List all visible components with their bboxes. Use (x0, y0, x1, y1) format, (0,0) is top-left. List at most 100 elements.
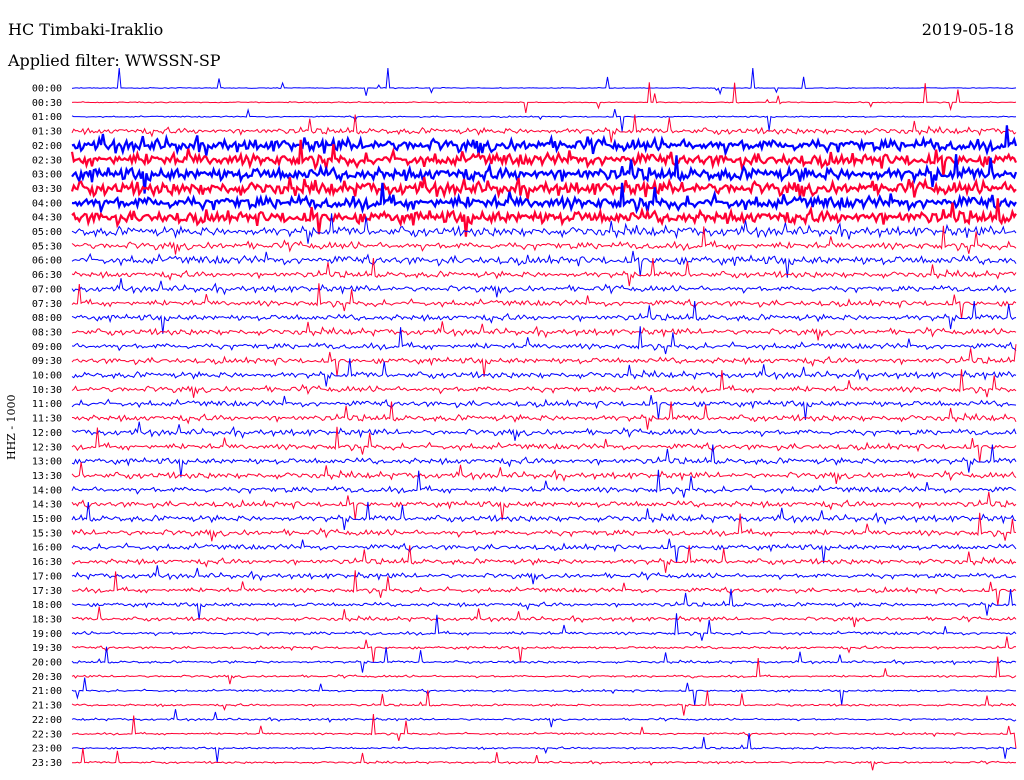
trace-row-1930 (71, 636, 1017, 663)
trace-row-0700 (71, 278, 1017, 298)
hour-tick-label: 14:00 (32, 485, 62, 496)
hour-tick-label: 01:00 (32, 112, 62, 123)
hour-tick-label: 12:00 (32, 428, 62, 439)
trace-row-2030 (71, 656, 1017, 685)
hour-tick-label: 09:30 (32, 356, 62, 367)
trace-row-2200 (71, 709, 1017, 728)
trace-row-1730 (71, 570, 1017, 606)
hour-tick-label: 08:30 (32, 327, 62, 338)
trace-row-2330 (71, 747, 1017, 771)
trace-row-1830 (71, 606, 1017, 628)
trace-row-1100 (71, 395, 1017, 420)
hour-tick-label: 02:00 (32, 141, 62, 152)
hour-tick-label: 17:30 (32, 586, 62, 597)
trace-row-1400 (71, 469, 1017, 498)
trace-row-0630 (71, 257, 1017, 287)
trace-row-2230 (71, 714, 1017, 749)
hour-tick-label: 10:00 (32, 371, 62, 382)
trace-row-0200 (71, 125, 1018, 158)
hour-tick-label: 23:00 (32, 744, 62, 755)
trace-row-0100 (71, 108, 1017, 132)
trace-row-1900 (71, 613, 1017, 641)
trace-row-1230 (71, 426, 1017, 463)
trace-row-1330 (71, 462, 1017, 484)
trace-row-0000 (71, 67, 1017, 96)
hour-tick-label: 11:00 (32, 399, 62, 410)
hour-tick-label: 15:30 (32, 528, 62, 539)
trace-row-0300 (71, 154, 1018, 194)
trace-row-1430 (71, 491, 1017, 521)
trace-row-2000 (71, 646, 1017, 673)
trace-row-2300 (71, 732, 1016, 763)
trace-row-0030 (71, 82, 1017, 113)
hour-tick-label: 23:30 (32, 758, 62, 769)
trace-row-0530 (71, 225, 1017, 255)
filter-label: Applied filter: WWSSN-SP (8, 51, 221, 70)
hour-tick-label: 19:30 (32, 643, 62, 654)
hour-tick-label: 16:30 (32, 557, 62, 568)
trace-row-0800 (71, 300, 1017, 334)
hour-tick-label: 10:30 (32, 385, 62, 396)
trace-row-1530 (71, 512, 1017, 542)
trace-row-0500 (71, 213, 1017, 244)
hour-tick-label: 03:00 (32, 170, 62, 181)
hour-tick-label: 16:00 (32, 543, 62, 554)
hour-tick-label: 02:30 (32, 155, 62, 166)
hour-tick-label: 07:30 (32, 299, 62, 310)
hour-tick-label: 20:30 (32, 672, 62, 683)
hour-tick-label: 06:30 (32, 270, 62, 281)
trace-row-0430 (71, 198, 1017, 237)
trace-row-1000 (71, 358, 1017, 387)
hour-tick-label: 03:30 (32, 184, 62, 195)
hour-tick-label: 11:30 (32, 414, 62, 425)
hour-tick-label: 22:30 (32, 729, 62, 740)
hour-tick-label: 13:30 (32, 471, 62, 482)
trace-row-0230 (70, 139, 1018, 177)
hour-tick-label: 22:00 (32, 715, 62, 726)
trace-row-0600 (71, 250, 1017, 278)
hour-tick-label: 21:30 (32, 701, 62, 712)
station-title: HC Timbaki-Iraklio (8, 20, 164, 39)
hour-tick-label: 20:00 (32, 658, 62, 669)
hour-tick-label: 04:00 (32, 198, 62, 209)
hour-tick-label: 14:30 (32, 500, 62, 511)
trace-row-0830 (71, 321, 1017, 341)
hour-tick-label: 18:30 (32, 614, 62, 625)
trace-row-1600 (71, 538, 1017, 564)
hour-tick-label: 21:00 (32, 686, 62, 697)
hour-tick-label: 18:00 (32, 600, 62, 611)
hour-tick-label: 12:30 (32, 442, 62, 453)
trace-row-1300 (71, 444, 1017, 478)
trace-row-0900 (71, 326, 1017, 355)
trace-row-1200 (71, 421, 1017, 441)
trace-row-1630 (71, 545, 1017, 573)
hour-tick-label: 08:00 (32, 313, 62, 324)
trace-row-0930 (71, 344, 1017, 377)
hour-tick-label: 01:30 (32, 127, 62, 138)
hour-tick-label: 05:30 (32, 241, 62, 252)
trace-row-0130 (71, 114, 1017, 143)
hour-tick-label: 05:00 (32, 227, 62, 238)
hour-tick-label: 19:00 (32, 629, 62, 640)
hour-tick-label: 09:00 (32, 342, 62, 353)
hour-tick-label: 07:00 (32, 284, 62, 295)
trace-row-1800 (71, 588, 1017, 620)
trace-row-1500 (71, 501, 1017, 530)
trace-row-2100 (71, 677, 1017, 706)
hour-tick-label: 06:00 (32, 256, 62, 267)
trace-row-1700 (71, 565, 1017, 585)
hour-tick-label: 13:00 (32, 457, 62, 468)
hour-tick-label: 00:00 (32, 84, 62, 95)
trace-row-1030 (71, 369, 1017, 398)
trace-row-0730 (71, 283, 1017, 319)
hour-tick-label: 00:30 (32, 98, 62, 109)
record-date: 2019-05-18 (921, 20, 1014, 39)
hour-tick-label: 04:30 (32, 213, 62, 224)
trace-row-0330 (70, 176, 1017, 200)
trace-row-1130 (71, 401, 1017, 430)
trace-row-0400 (71, 182, 1017, 216)
hour-tick-label: 15:00 (32, 514, 62, 525)
hour-tick-label: 17:00 (32, 571, 62, 582)
trace-row-2130 (71, 689, 1017, 716)
